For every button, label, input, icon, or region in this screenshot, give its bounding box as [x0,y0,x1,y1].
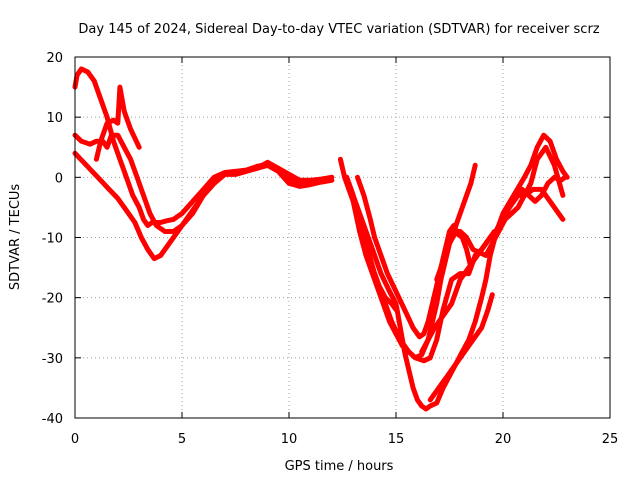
x-tick-label: 5 [178,432,186,447]
series-arc-k [434,162,478,283]
gridlines [75,57,610,418]
series-arc-b [72,132,335,234]
chart-title: Day 145 of 2024, Sidereal Day-to-day VTE… [78,22,599,37]
x-tick-label: 15 [388,432,405,447]
series-arc-d [93,84,142,162]
y-tick-label: 20 [46,51,63,66]
y-tick-labels: -40 -30 -20 -10 0 10 20 [42,51,63,427]
y-tick-label: -20 [42,292,63,307]
x-tick-labels: 0 5 10 15 20 25 [71,432,618,447]
series-arc-i [372,271,399,313]
series-arc-l [427,292,495,403]
series-arc-j [419,229,497,355]
y-tick-label: 0 [55,171,63,186]
series-arc-m [506,174,568,210]
x-tick-label: 20 [495,432,512,447]
series-arc-a [72,66,335,228]
y-tick-label: 10 [46,111,63,126]
y-tick-label: -40 [42,412,63,427]
x-axis-title: GPS time / hours [285,459,394,474]
y-axis-title: SDTVAR / TECUs [8,184,23,291]
x-tick-label: 0 [71,432,79,447]
tick-marks [74,56,611,419]
y-tick-label: -10 [42,232,63,247]
series-group [72,66,570,412]
x-tick-label: 10 [281,432,298,447]
series-arc-c [72,150,335,262]
y-tick-label: -30 [42,352,63,367]
x-tick-label: 25 [602,432,619,447]
